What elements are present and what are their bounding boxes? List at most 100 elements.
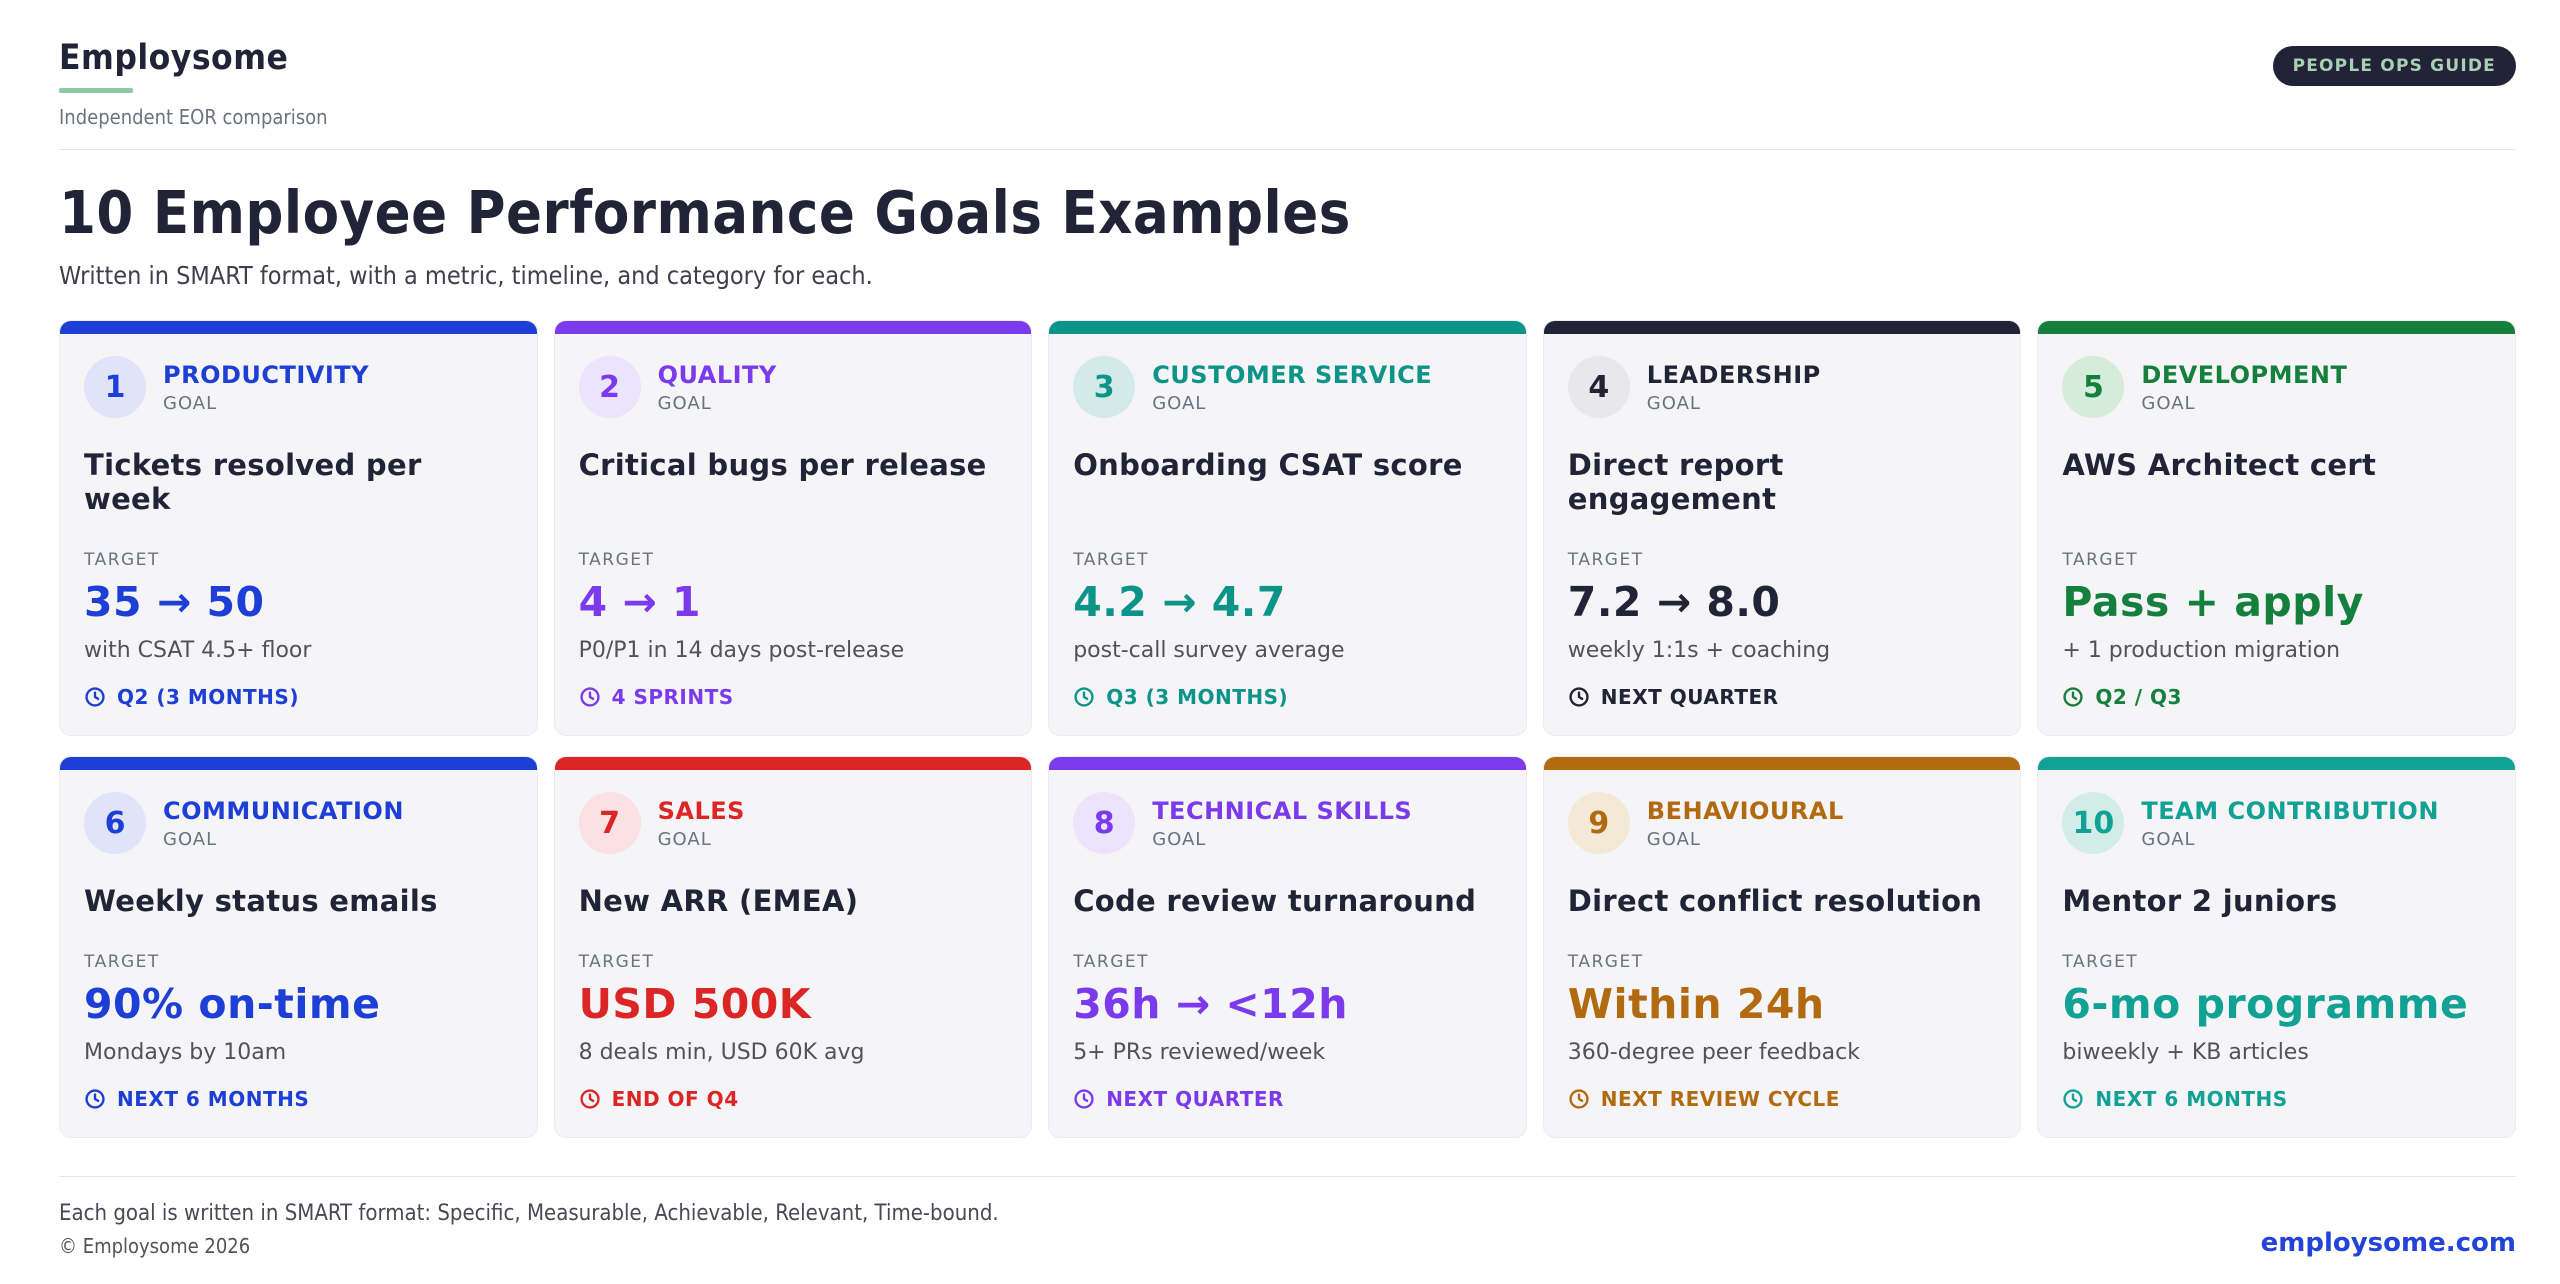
category-block: CUSTOMER SERVICE GOAL xyxy=(1152,361,1432,414)
card-head: 8 TECHNICAL SKILLS GOAL xyxy=(1073,792,1502,854)
target-note: weekly 1:1s + coaching xyxy=(1567,638,1831,663)
card-head: 2 QUALITY GOAL xyxy=(578,356,1008,418)
target-note: Mondays by 10am xyxy=(84,1040,287,1065)
goal-title: Mentor 2 juniors xyxy=(2062,884,2338,918)
goal-title: Tickets resolved per week xyxy=(84,448,422,516)
card-body: 8 TECHNICAL SKILLS GOAL Code review turn… xyxy=(1049,770,1526,1137)
timeline: Q2 / Q3 xyxy=(2062,685,2491,709)
target-note: 8 deals min, USD 60K avg xyxy=(578,1040,865,1065)
header: Employsome Independent EOR comparison PE… xyxy=(59,38,2516,150)
goal-title: Weekly status emails xyxy=(84,884,438,918)
card-head: 4 LEADERSHIP GOAL xyxy=(1567,356,1997,418)
clock-icon xyxy=(2063,687,2084,707)
target-note: post-call survey average xyxy=(1073,638,1345,663)
brand-name: Employsome xyxy=(59,38,289,78)
category-block: LEADERSHIP GOAL xyxy=(1647,361,1821,414)
timeline-label: NEXT REVIEW CYCLE xyxy=(1600,1087,1840,1111)
category-block: SALES GOAL xyxy=(658,797,745,850)
target-value: 7.2 → 8.0 xyxy=(1567,578,1781,626)
cards-grid: 1 PRODUCTIVITY GOAL Tickets resolved per… xyxy=(59,320,2516,1138)
timeline-label: 4 SPRINTS xyxy=(611,685,734,709)
category-label: SALES xyxy=(657,796,745,825)
goal-card: 10 TEAM CONTRIBUTION GOAL Mentor 2 junio… xyxy=(2037,756,2516,1138)
target-note: with CSAT 4.5+ floor xyxy=(84,638,312,663)
target-label: TARGET xyxy=(578,952,655,972)
category-label: DEVELOPMENT xyxy=(2141,360,2348,389)
goal-card: 5 DEVELOPMENT GOAL AWS Architect cert TA… xyxy=(2037,320,2516,736)
target-label: TARGET xyxy=(1073,952,1149,972)
target-label: TARGET xyxy=(578,550,655,570)
clock-icon xyxy=(579,687,600,707)
category-block: DEVELOPMENT GOAL xyxy=(2141,361,2347,414)
target-value: Within 24h xyxy=(1567,980,1825,1028)
goal-number-badge: 2 xyxy=(578,356,641,418)
card-accent-bar xyxy=(1049,757,1526,770)
timeline: END OF Q4 xyxy=(579,1087,1008,1111)
card-accent-bar xyxy=(1049,321,1526,334)
target-note: biweekly + KB articles xyxy=(2062,1040,2309,1065)
category-label: BEHAVIOURAL xyxy=(1646,796,1844,825)
target-note: 5+ PRs reviewed/week xyxy=(1073,1040,1326,1065)
target-label: TARGET xyxy=(1073,550,1149,570)
brand-block: Employsome Independent EOR comparison xyxy=(59,38,328,129)
target-note: + 1 production migration xyxy=(2062,638,2341,663)
goal-number-badge: 8 xyxy=(1073,792,1136,854)
clock-icon xyxy=(1569,687,1589,707)
card-body: 2 QUALITY GOAL Critical bugs per release… xyxy=(555,334,1032,735)
footer-smart-note: Each goal is written in SMART format: Sp… xyxy=(59,1201,999,1226)
timeline: Q3 (3 MONTHS) xyxy=(1073,685,1502,709)
goal-title: Code review turnaround xyxy=(1073,884,1477,918)
goal-label: GOAL xyxy=(2141,392,2196,414)
card-head: 5 DEVELOPMENT GOAL xyxy=(2062,356,2491,418)
target-value: USD 500K xyxy=(578,980,812,1028)
goal-card: 9 BEHAVIOURAL GOAL Direct conflict resol… xyxy=(1542,756,2022,1138)
category-label: COMMUNICATION xyxy=(163,796,404,825)
footer: Each goal is written in SMART format: Sp… xyxy=(59,1176,2516,1284)
footer-site-link[interactable]: employsome.com xyxy=(2260,1228,2516,1258)
timeline-label: NEXT 6 MONTHS xyxy=(2095,1087,2288,1111)
page-title: 10 Employee Performance Goals Examples xyxy=(59,178,1351,247)
target-note: 360-degree peer feedback xyxy=(1567,1040,1860,1065)
target-value: 4 → 1 xyxy=(578,578,702,626)
card-accent-bar xyxy=(554,757,1032,770)
timeline: NEXT REVIEW CYCLE xyxy=(1568,1087,1997,1111)
target-note: P0/P1 in 14 days post-release xyxy=(578,638,905,663)
goal-number-badge: 3 xyxy=(1073,356,1136,418)
timeline: NEXT QUARTER xyxy=(1568,685,1997,709)
goal-card: 8 TECHNICAL SKILLS GOAL Code review turn… xyxy=(1048,756,1527,1138)
card-body: 7 SALES GOAL New ARR (EMEA) TARGET USD 5… xyxy=(555,770,1032,1137)
brand-tagline: Independent EOR comparison xyxy=(59,105,328,129)
clock-icon xyxy=(1074,687,1094,707)
goal-label: GOAL xyxy=(1152,392,1207,414)
clock-icon xyxy=(85,1089,105,1109)
timeline-label: END OF Q4 xyxy=(611,1087,739,1111)
category-label: TEAM CONTRIBUTION xyxy=(2141,796,2439,825)
card-accent-bar xyxy=(2038,321,2515,334)
category-block: BEHAVIOURAL GOAL xyxy=(1647,797,1844,850)
goal-title: Direct conflict resolution xyxy=(1567,884,1983,918)
timeline: NEXT QUARTER xyxy=(1073,1087,1502,1111)
goal-label: GOAL xyxy=(657,392,712,414)
brand-underline xyxy=(59,88,133,93)
card-body: 9 BEHAVIOURAL GOAL Direct conflict resol… xyxy=(1544,770,2021,1137)
timeline-label: Q2 (3 MONTHS) xyxy=(117,685,299,709)
goal-card: 4 LEADERSHIP GOAL Direct report engageme… xyxy=(1542,320,2022,736)
goal-label: GOAL xyxy=(657,828,712,850)
goal-label: GOAL xyxy=(163,392,218,414)
goal-label: GOAL xyxy=(1646,392,1701,414)
clock-icon xyxy=(2063,1089,2084,1109)
clock-icon xyxy=(579,1089,600,1109)
card-head: 1 PRODUCTIVITY GOAL xyxy=(84,356,513,418)
category-block: PRODUCTIVITY GOAL xyxy=(163,361,369,414)
target-label: TARGET xyxy=(84,550,160,570)
goal-title: AWS Architect cert xyxy=(2062,448,2377,482)
category-block: QUALITY GOAL xyxy=(658,361,777,414)
footer-text-block: Each goal is written in SMART format: Sp… xyxy=(59,1201,999,1258)
timeline-label: NEXT 6 MONTHS xyxy=(117,1087,310,1111)
category-label: QUALITY xyxy=(657,360,777,389)
card-head: 6 COMMUNICATION GOAL xyxy=(84,792,513,854)
target-label: TARGET xyxy=(1567,550,1644,570)
card-accent-bar xyxy=(2038,757,2515,770)
goal-number-badge: 6 xyxy=(84,792,146,854)
